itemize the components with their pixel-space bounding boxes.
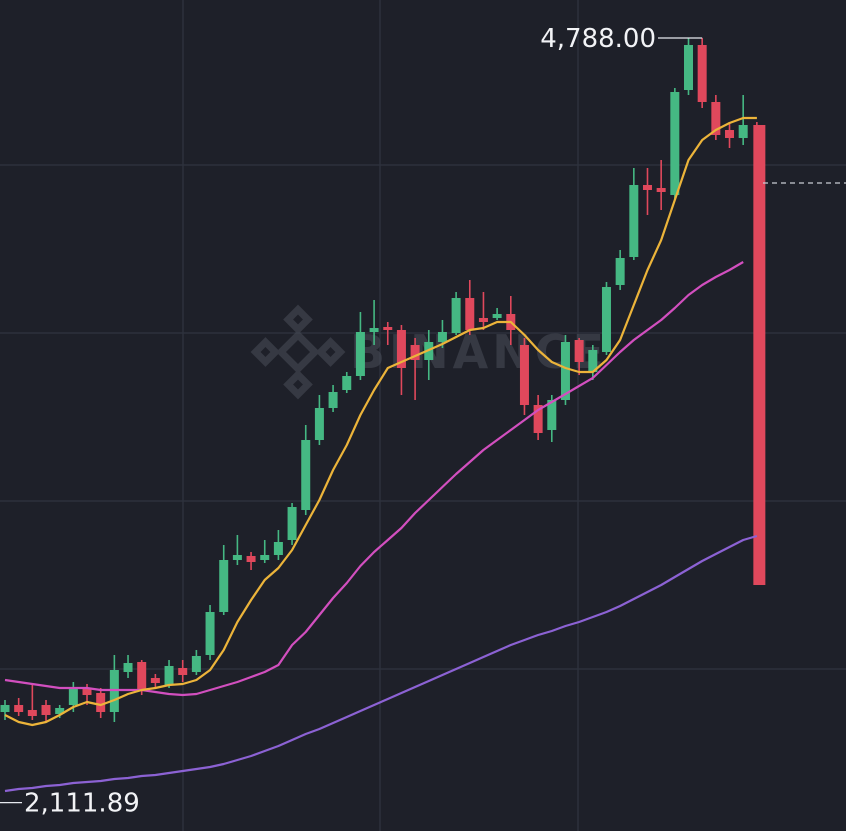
- candle-body: [697, 45, 707, 102]
- candle-body: [753, 125, 766, 585]
- candle-body: [150, 678, 160, 683]
- candle-body: [369, 328, 379, 332]
- candle-body: [205, 612, 215, 655]
- candle-body: [342, 376, 352, 390]
- moving-averages: [4, 116, 758, 793]
- candle-body: [615, 258, 625, 285]
- candle-body: [738, 125, 748, 138]
- ma-line: [4, 534, 758, 793]
- candle-body: [629, 185, 639, 257]
- candle-body: [191, 656, 201, 672]
- candle-body: [670, 92, 680, 195]
- candle-body: [396, 330, 406, 368]
- candle-body: [164, 666, 174, 685]
- candle-body: [383, 327, 393, 330]
- candle-body: [478, 318, 488, 322]
- candle-body: [492, 314, 502, 318]
- candle-body: [123, 663, 133, 672]
- candle-body: [451, 298, 461, 333]
- candle-body: [410, 345, 420, 360]
- candle-body: [601, 287, 611, 352]
- candle-body: [287, 507, 297, 540]
- candle-body: [465, 298, 475, 330]
- high-label: 4,788.00: [540, 24, 656, 54]
- candle-body: [55, 708, 65, 714]
- candle-body: [178, 668, 188, 675]
- candle-body: [684, 45, 693, 90]
- candle-body: [588, 350, 598, 372]
- candle-body: [547, 400, 557, 430]
- candle-body: [27, 710, 37, 716]
- candle-body: [314, 408, 324, 440]
- candle-body: [355, 332, 365, 376]
- candle-body: [656, 188, 666, 192]
- candle-body: [574, 340, 584, 362]
- candle-body: [137, 662, 147, 690]
- candle-body: [0, 705, 10, 712]
- candle-body: [14, 705, 24, 712]
- candle-body: [96, 693, 106, 712]
- candle-body: [519, 345, 529, 405]
- candle-body: [246, 556, 256, 562]
- candle-body: [273, 542, 283, 555]
- candle-body: [725, 130, 735, 138]
- candle-body: [260, 555, 270, 560]
- watermark-logo: [250, 304, 346, 400]
- candle-body: [437, 332, 447, 342]
- candle-body: [328, 392, 338, 408]
- ma-line: [4, 116, 757, 727]
- candle-body: [711, 102, 721, 135]
- candle-body: [68, 688, 78, 705]
- candle-body: [560, 342, 570, 400]
- price-markers: 4,788.00 2,111.89: [0, 24, 703, 819]
- low-label: 2,111.89: [24, 789, 140, 819]
- candle-body: [301, 440, 311, 510]
- candle-body: [232, 555, 242, 560]
- candle-body: [41, 705, 51, 715]
- candle-body: [642, 185, 652, 190]
- candle-body: [219, 560, 229, 612]
- ma-line: [4, 261, 744, 697]
- candle-body: [82, 688, 92, 695]
- candle-body: [533, 405, 543, 433]
